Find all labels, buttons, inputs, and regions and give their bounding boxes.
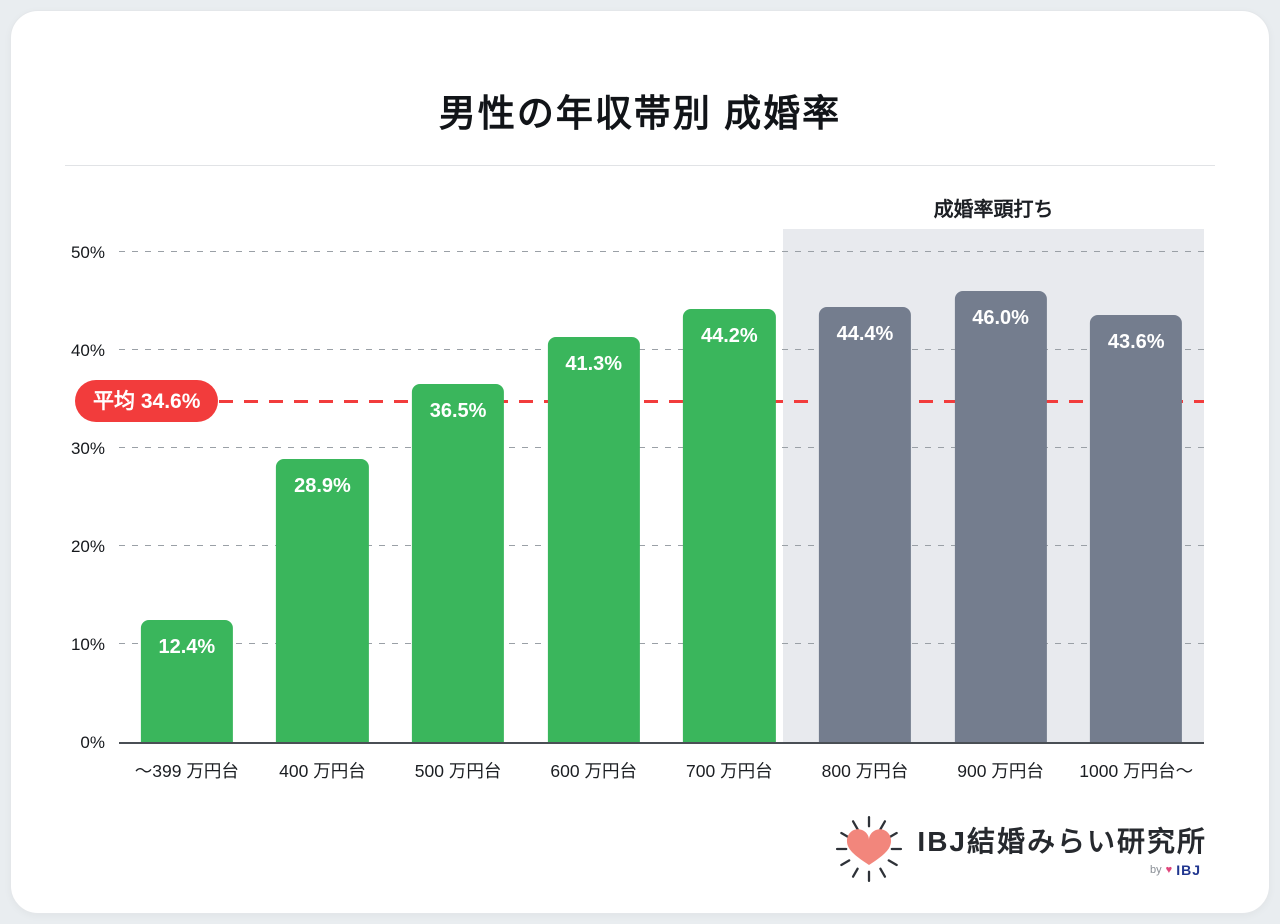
bar: 46.0% xyxy=(954,291,1047,742)
bar-value-label: 28.9% xyxy=(294,474,351,497)
x-axis-category-label: 900 万円台 xyxy=(957,761,1044,781)
x-axis-category-label: 800 万円台 xyxy=(821,761,909,781)
x-axis-category-label: ～399 万円台 xyxy=(134,761,239,781)
byline-ibj: IBJ xyxy=(1176,862,1201,878)
chart-title: 男性の年収帯別 成婚率 xyxy=(438,93,842,134)
bar-slot: 44.4% 800 万円台 xyxy=(797,229,933,781)
bar: 36.5% xyxy=(411,384,505,742)
bar: 41.3% xyxy=(547,337,640,742)
x-axis-category-label: 700 万円台 xyxy=(686,761,773,781)
x-axis-category-label: 500 万円台 xyxy=(414,761,502,781)
y-axis-tick-label: 30% xyxy=(70,439,105,458)
brand-block: IBJ結婚みらい研究所 by ♥ IBJ xyxy=(917,820,1207,878)
ibj-heart-icon: ♥ xyxy=(1165,864,1173,876)
plot-area: 成婚率頭打ち 平均 34.6% 12.4% ～399 万円台 28.9% 400 万円… xyxy=(71,199,1204,781)
x-axis-category-label: 600 万円台 xyxy=(550,761,637,781)
bar-slot: 46.0% 900 万円台 xyxy=(933,229,1069,781)
gridline xyxy=(119,544,1204,546)
bar-value-label: 44.2% xyxy=(700,324,758,347)
y-axis-tick-label: 0% xyxy=(80,733,105,752)
bar-slot: 36.5% 500 万円台 xyxy=(390,229,526,781)
gridline xyxy=(119,446,1204,448)
bars-container: 12.4% ～399 万円台 28.9% 400 万円台 36.5% 500 万円台 41.… xyxy=(119,229,1204,781)
bar-slot: 43.6% 1000 万円台～ xyxy=(1068,229,1204,781)
bar: 44.2% xyxy=(683,308,776,742)
x-axis-category-label: 1000 万円台～ xyxy=(1079,761,1194,781)
average-line xyxy=(119,399,1204,403)
y-axis-tick-label: 50% xyxy=(70,243,105,262)
bar-value-label: 46.0% xyxy=(972,307,1029,330)
bar-value-label: 12.4% xyxy=(158,636,216,659)
logo-footer: IBJ結婚みらい研究所 by ♥ IBJ xyxy=(831,811,1207,887)
bar-slot: 41.3% 600 万円台 xyxy=(526,229,662,781)
title-divider xyxy=(65,165,1215,166)
y-axis-tick-label: 10% xyxy=(70,635,105,654)
bar-value-label: 44.4% xyxy=(836,322,894,345)
bar-slot: 44.2% 700 万円台 xyxy=(662,229,798,781)
gridline xyxy=(119,642,1204,644)
bar-value-label: 41.3% xyxy=(565,353,623,376)
bar-slot: 28.9% 400 万円台 xyxy=(255,229,391,781)
y-axis-tick-label: 40% xyxy=(70,341,105,360)
bar-value-label: 43.6% xyxy=(1107,330,1165,353)
byline-by: by xyxy=(1150,864,1162,876)
heart-sunburst-icon xyxy=(836,815,903,883)
brand-byline: by ♥ IBJ xyxy=(1150,862,1207,878)
x-axis-category-label: 400 万円台 xyxy=(279,761,366,781)
plateau-label: 成婚率頭打ち xyxy=(933,199,1054,221)
bar: 28.9% xyxy=(276,458,369,742)
bar-slot: 12.4% ～399 万円台 xyxy=(119,229,255,781)
y-axis-tick-label: 20% xyxy=(70,537,105,556)
gridline xyxy=(119,348,1204,350)
average-badge: 平均 34.6% xyxy=(75,379,219,422)
brand-name: IBJ結婚みらい研究所 xyxy=(917,826,1207,857)
bar-value-label: 36.5% xyxy=(429,400,487,423)
bar: 43.6% xyxy=(1090,314,1183,742)
bar: 12.4% xyxy=(140,620,233,742)
chart-card: 男性の年収帯別 成婚率 成婚率頭打ち 平均 34.6% 12.4% ～399 万円… xyxy=(10,10,1270,914)
gridline xyxy=(119,250,1204,252)
bar: 44.4% xyxy=(818,306,912,742)
